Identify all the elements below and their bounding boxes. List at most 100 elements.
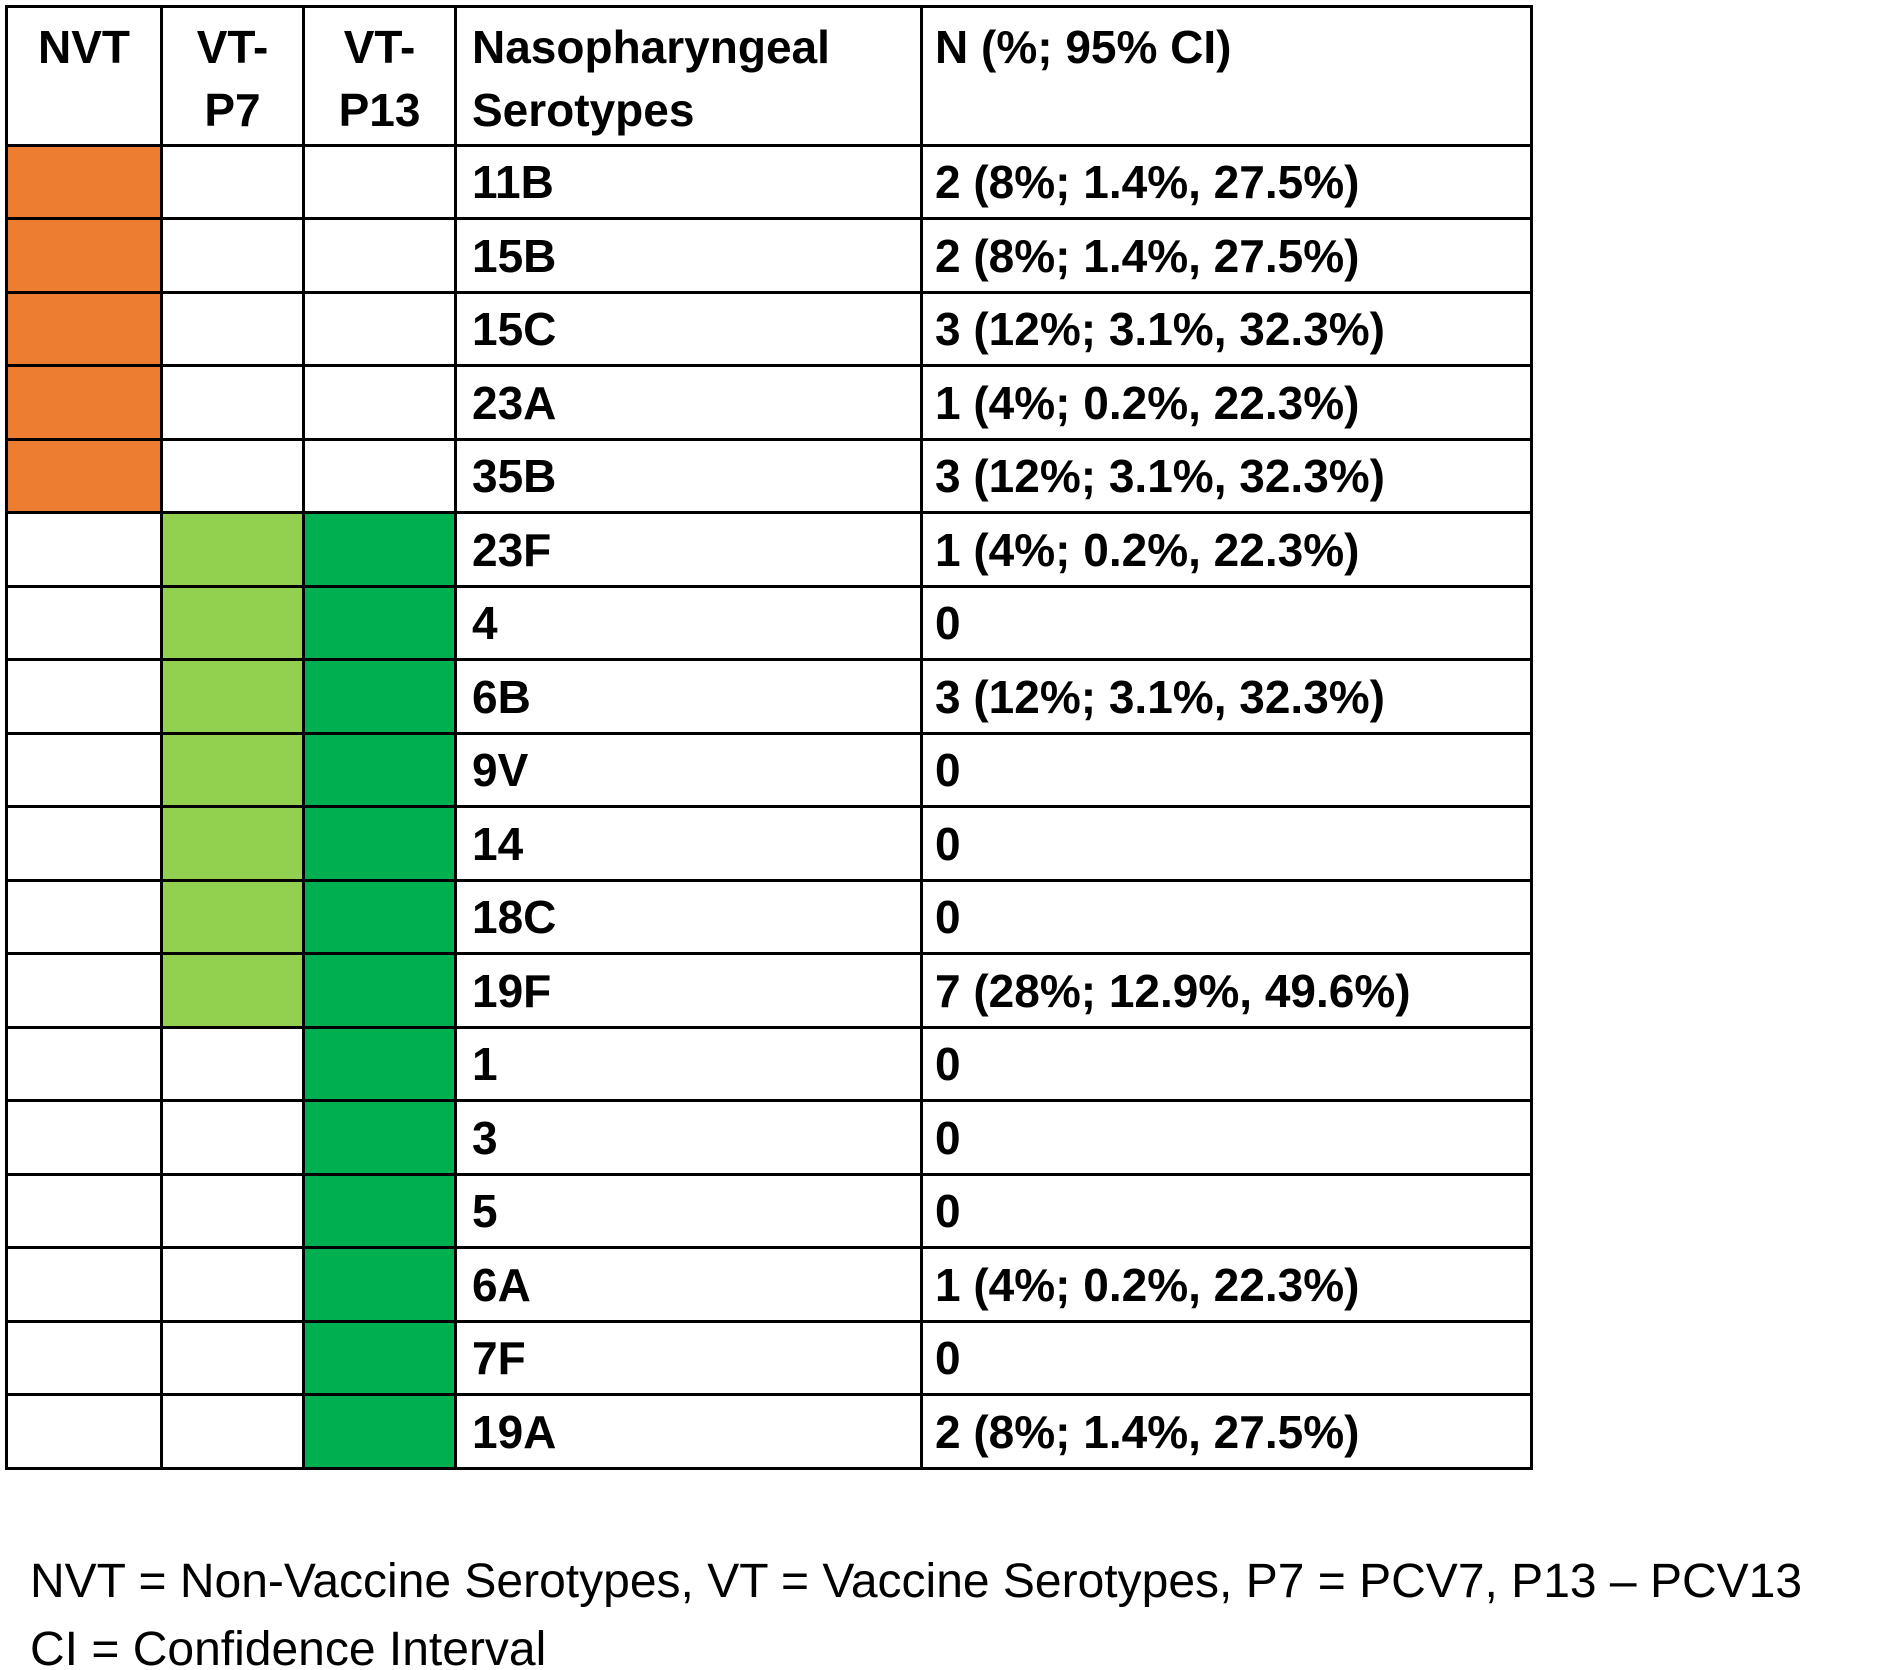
vt-p13-swatch-cell xyxy=(302,511,457,588)
serotype-value: 0 xyxy=(920,1319,1533,1397)
serotype-value: 2 (8%; 1.4%, 27.5%) xyxy=(920,1393,1533,1470)
vt-p13-swatch-cell xyxy=(302,437,457,515)
vt-p13-swatch-cell xyxy=(302,584,457,662)
table-row: 6B 3 (12%; 3.1%, 32.3%) xyxy=(5,658,1533,735)
nvt-swatch-cell xyxy=(5,731,163,809)
table-row: 19A 2 (8%; 1.4%, 27.5%) xyxy=(5,1393,1533,1470)
serotype-label: 5 xyxy=(454,1172,923,1250)
vt-p13-swatch-cell xyxy=(302,658,457,735)
vt-p7-swatch-cell xyxy=(160,217,305,294)
vt-p13-swatch-cell xyxy=(302,1393,457,1470)
table-row: 18C 0 xyxy=(5,878,1533,956)
serotype-label: 7F xyxy=(454,1319,923,1397)
table-row: 35B 3 (12%; 3.1%, 32.3%) xyxy=(5,437,1533,515)
nvt-swatch-cell xyxy=(5,1246,163,1323)
serotype-value: 0 xyxy=(920,731,1533,809)
serotype-value: 3 (12%; 3.1%, 32.3%) xyxy=(920,658,1533,735)
serotype-label: 23F xyxy=(454,511,923,588)
vt-p7-swatch-cell xyxy=(160,878,305,956)
table-row: 15B 2 (8%; 1.4%, 27.5%) xyxy=(5,217,1533,294)
vt-p13-swatch-cell xyxy=(302,1172,457,1250)
vt-p7-swatch-cell xyxy=(160,511,305,588)
serotype-value: 1 (4%; 0.2%, 22.3%) xyxy=(920,1246,1533,1323)
vt-p13-swatch-cell xyxy=(302,878,457,956)
footnote: NVT = Non-Vaccine Serotypes, VT = Vaccin… xyxy=(30,1548,1802,1670)
vt-p7-swatch-cell xyxy=(160,1025,305,1103)
vt-p7-swatch-cell xyxy=(160,290,305,368)
table-row: 14 0 xyxy=(5,805,1533,882)
serotype-value: 0 xyxy=(920,878,1533,956)
serotype-value: 0 xyxy=(920,1172,1533,1250)
vt-p7-swatch-cell xyxy=(160,143,305,221)
vt-p7-swatch-cell xyxy=(160,952,305,1029)
table-row: 15C 3 (12%; 3.1%, 32.3%) xyxy=(5,290,1533,368)
nvt-swatch-cell xyxy=(5,805,163,882)
table-row: 23A 1 (4%; 0.2%, 22.3%) xyxy=(5,364,1533,441)
vt-p13-swatch-cell xyxy=(302,1099,457,1176)
serotype-label: 1 xyxy=(454,1025,923,1103)
vt-p13-swatch-cell xyxy=(302,1319,457,1397)
vt-p7-swatch-cell xyxy=(160,584,305,662)
serotype-value: 0 xyxy=(920,584,1533,662)
nvt-swatch-cell xyxy=(5,1172,163,1250)
table-row: 5 0 xyxy=(5,1172,1533,1250)
table-row: 19F 7 (28%; 12.9%, 49.6%) xyxy=(5,952,1533,1029)
table-row: 23F 1 (4%; 0.2%, 22.3%) xyxy=(5,511,1533,588)
vt-p7-swatch-cell xyxy=(160,364,305,441)
vt-p13-swatch-cell xyxy=(302,364,457,441)
serotype-value: 3 (12%; 3.1%, 32.3%) xyxy=(920,290,1533,368)
vt-p13-swatch-cell xyxy=(302,1025,457,1103)
table-row: 6A 1 (4%; 0.2%, 22.3%) xyxy=(5,1246,1533,1323)
nvt-swatch-cell xyxy=(5,364,163,441)
nvt-swatch-cell xyxy=(5,1319,163,1397)
serotype-label: 19A xyxy=(454,1393,923,1470)
serotype-table: NVT VT- P7 VT- P13 Nasopharyngeal Seroty… xyxy=(5,5,1533,1470)
nvt-swatch-cell xyxy=(5,658,163,735)
vt-p13-swatch-cell xyxy=(302,731,457,809)
nvt-swatch-cell xyxy=(5,1393,163,1470)
table-body: 11B 2 (8%; 1.4%, 27.5%) 15B 2 (8%; 1.4%,… xyxy=(5,143,1533,1470)
vt-p7-swatch-cell xyxy=(160,658,305,735)
serotype-label: 6A xyxy=(454,1246,923,1323)
serotype-label: 18C xyxy=(454,878,923,956)
nvt-swatch-cell xyxy=(5,143,163,221)
nvt-swatch-cell xyxy=(5,1099,163,1176)
serotype-label: 4 xyxy=(454,584,923,662)
vt-p13-swatch-cell xyxy=(302,143,457,221)
serotype-label: 19F xyxy=(454,952,923,1029)
vt-p7-swatch-cell xyxy=(160,1172,305,1250)
serotype-label: 15C xyxy=(454,290,923,368)
vt-p13-swatch-cell xyxy=(302,805,457,882)
vt-p7-swatch-cell xyxy=(160,1319,305,1397)
serotype-label: 9V xyxy=(454,731,923,809)
vt-p13-swatch-cell xyxy=(302,952,457,1029)
serotype-label: 11B xyxy=(454,143,923,221)
serotype-value: 0 xyxy=(920,1099,1533,1176)
vt-p7-swatch-cell xyxy=(160,731,305,809)
serotype-value: 0 xyxy=(920,805,1533,882)
table-row: 7F 0 xyxy=(5,1319,1533,1397)
nvt-swatch-cell xyxy=(5,437,163,515)
table-row: 4 0 xyxy=(5,584,1533,662)
vt-p7-swatch-cell xyxy=(160,1099,305,1176)
header-nvt: NVT xyxy=(5,5,163,147)
vt-p7-swatch-cell xyxy=(160,1246,305,1323)
vt-p7-swatch-cell xyxy=(160,805,305,882)
nvt-swatch-cell xyxy=(5,290,163,368)
header-value: N (%; 95% CI) xyxy=(920,5,1533,147)
nvt-swatch-cell xyxy=(5,217,163,294)
serotype-label: 14 xyxy=(454,805,923,882)
nvt-swatch-cell xyxy=(5,878,163,956)
header-vt-p7: VT- P7 xyxy=(160,5,305,147)
serotype-label: 23A xyxy=(454,364,923,441)
header-vt-p13: VT- P13 xyxy=(302,5,457,147)
nvt-swatch-cell xyxy=(5,584,163,662)
table-row: 11B 2 (8%; 1.4%, 27.5%) xyxy=(5,143,1533,221)
header-row: NVT VT- P7 VT- P13 Nasopharyngeal Seroty… xyxy=(5,5,1533,147)
vt-p13-swatch-cell xyxy=(302,217,457,294)
vt-p7-swatch-cell xyxy=(160,437,305,515)
serotype-value: 7 (28%; 12.9%, 49.6%) xyxy=(920,952,1533,1029)
serotype-value: 1 (4%; 0.2%, 22.3%) xyxy=(920,511,1533,588)
serotype-label: 15B xyxy=(454,217,923,294)
